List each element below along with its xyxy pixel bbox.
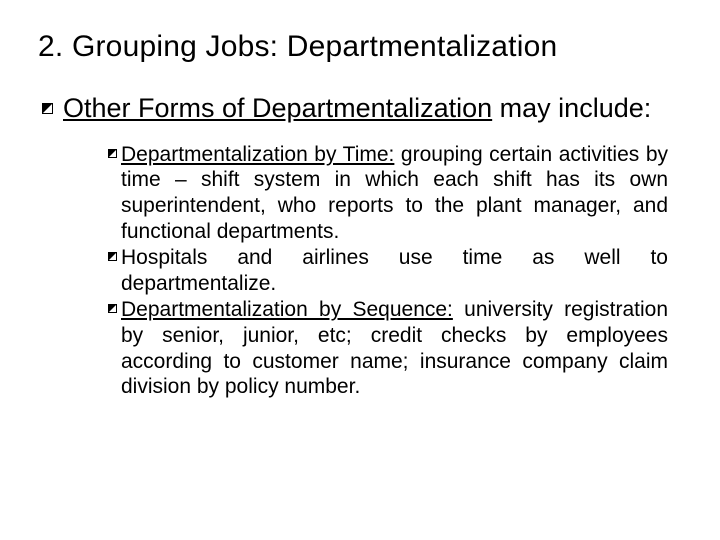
slide: 2. Grouping Jobs: Departmentalization Ot… (0, 0, 720, 540)
item-lead: Departmentalization by Sequence: (121, 298, 453, 321)
bullet-icon (108, 149, 117, 158)
bullet-icon (108, 304, 117, 313)
list-item-text: Departmentalization by Time: grouping ce… (121, 142, 668, 244)
item-body-line1: Hospitals and airlines use time as well … (121, 245, 668, 271)
list-item: Departmentalization by Time: grouping ce… (108, 142, 668, 244)
slide-title: 2. Grouping Jobs: Departmentalization (38, 30, 682, 64)
level1-rest: may include: (492, 93, 651, 123)
list-item: Departmentalization by Sequence: univers… (108, 297, 668, 399)
item-lead: Departmentalization by Time: (121, 143, 394, 166)
list-item-text: Departmentalization by Sequence: univers… (121, 297, 668, 399)
level1-text: Other Forms of Departmentalization may i… (63, 92, 682, 126)
list-item: Hospitals and airlines use time as well … (108, 245, 668, 296)
level1-item: Other Forms of Departmentalization may i… (42, 92, 682, 126)
bullet-icon (42, 103, 53, 114)
list-item-text: Hospitals and airlines use time as well … (121, 245, 668, 296)
level2-list: Departmentalization by Time: grouping ce… (108, 142, 668, 400)
bullet-icon (108, 252, 117, 261)
item-body-line2: departmentalize. (121, 271, 668, 297)
level1-underlined: Other Forms of Departmentalization (63, 93, 492, 123)
